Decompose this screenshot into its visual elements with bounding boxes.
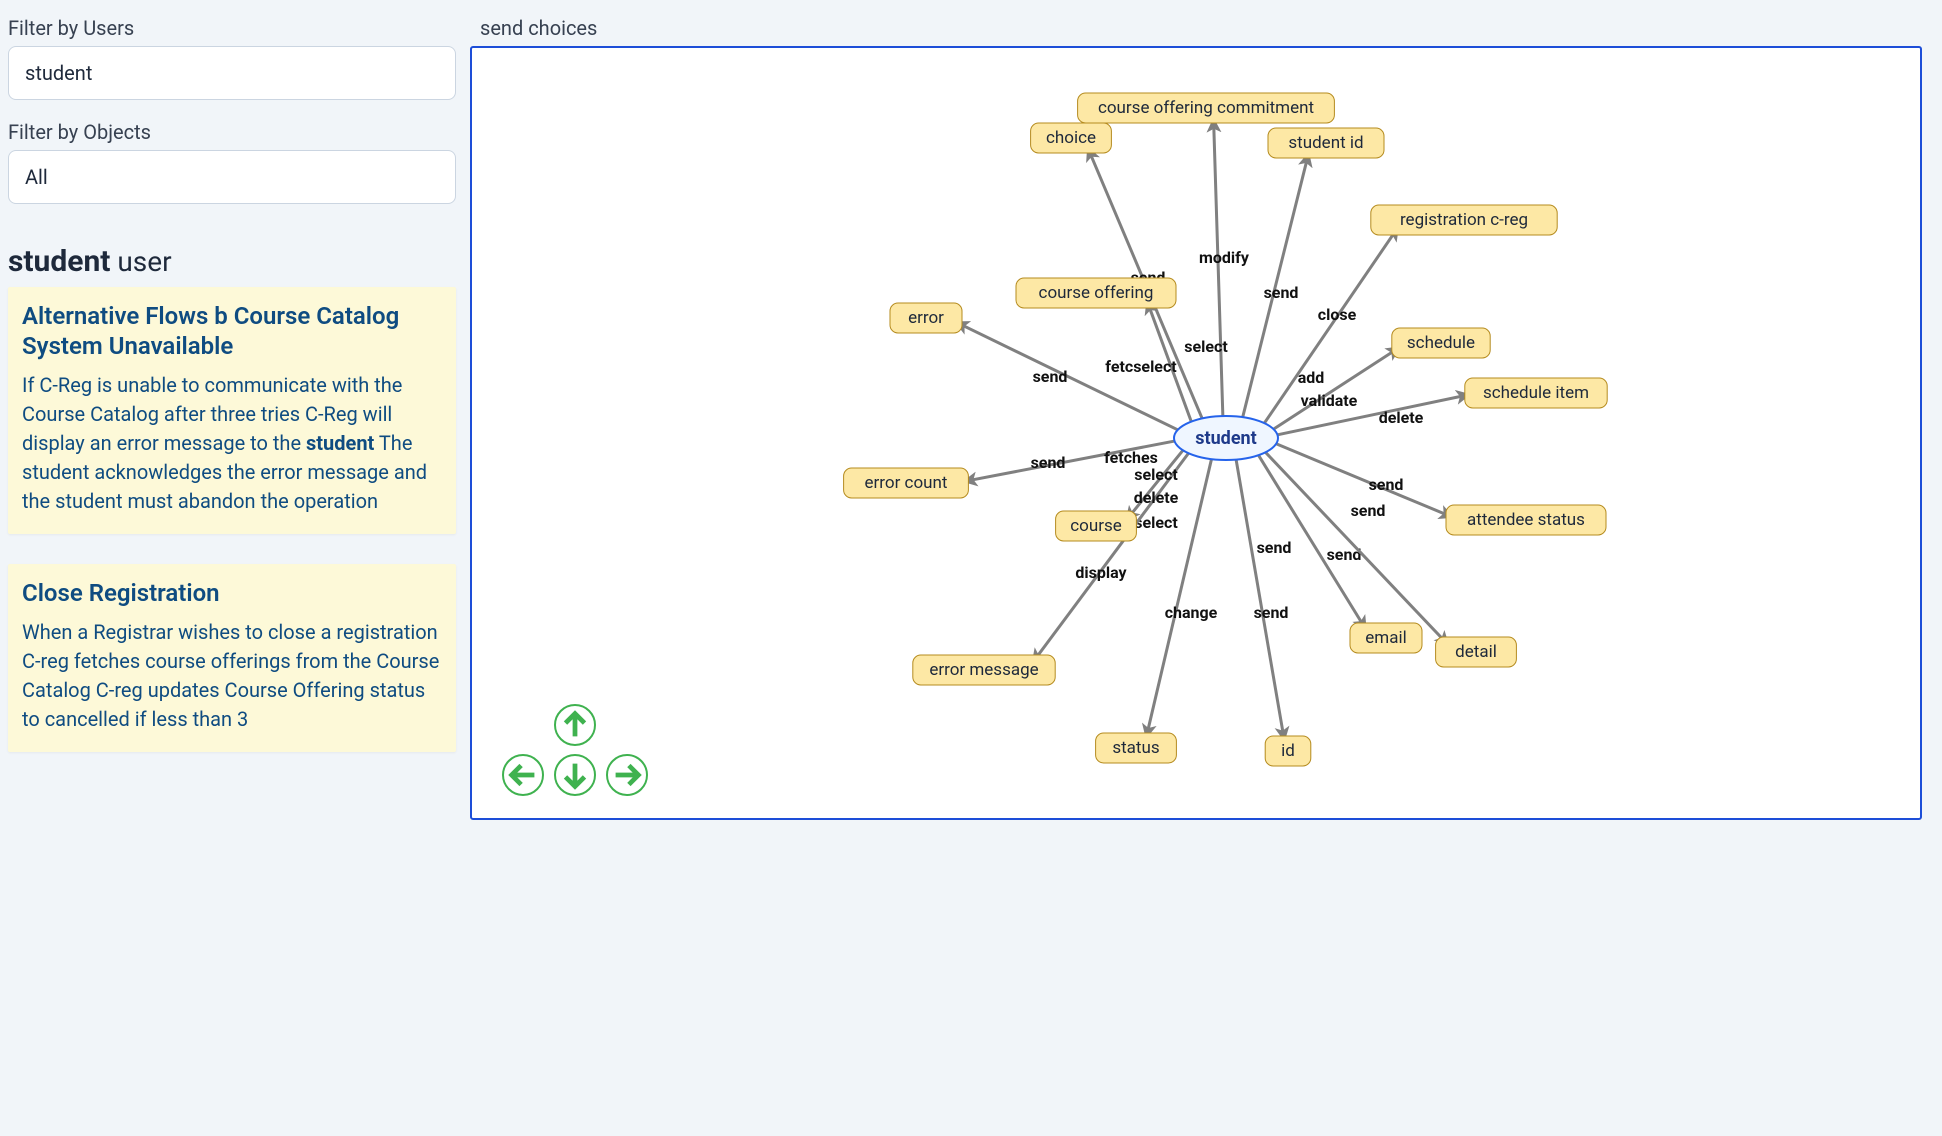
flow-card[interactable]: Alternative Flows b Course Catalog Syste… bbox=[8, 287, 456, 534]
edge-label-extra-3: select bbox=[1134, 465, 1178, 484]
node-label-error: error bbox=[908, 308, 944, 328]
node-error-message[interactable]: error message bbox=[913, 655, 1055, 685]
user-heading-suffix: user bbox=[110, 245, 171, 278]
edge-label-error-message: display bbox=[1075, 563, 1127, 582]
graph-svg[interactable]: send modify send close select send add delete se… bbox=[472, 48, 1920, 818]
node-error[interactable]: error bbox=[890, 303, 962, 333]
nav-down-button[interactable] bbox=[554, 754, 596, 796]
node-center-student[interactable]: student bbox=[1174, 416, 1278, 460]
nav-right-button[interactable] bbox=[606, 754, 648, 796]
flow-card-title: Close Registration bbox=[22, 578, 442, 608]
user-heading: student user bbox=[8, 244, 456, 279]
flow-card-body: When a Registrar wishes to close a regis… bbox=[22, 618, 442, 734]
node-label-course: course bbox=[1070, 516, 1122, 536]
node-label-id: id bbox=[1281, 741, 1295, 761]
user-heading-bold: student bbox=[8, 244, 110, 279]
node-registration-creg[interactable]: registration c-reg bbox=[1371, 205, 1557, 235]
node-label-status: status bbox=[1112, 738, 1159, 758]
node-schedule[interactable]: schedule bbox=[1392, 328, 1490, 358]
filter-users-value: student bbox=[25, 61, 92, 85]
graph-box[interactable]: send modify send close select send add delete se… bbox=[470, 46, 1922, 820]
node-email[interactable]: email bbox=[1350, 623, 1422, 653]
edge-error-message bbox=[1033, 453, 1188, 661]
edge-label-error: send bbox=[1033, 367, 1068, 386]
edge-label-id: send bbox=[1254, 603, 1289, 622]
sidebar: Filter by Users student Filter by Object… bbox=[0, 0, 470, 1136]
node-error-count[interactable]: error count bbox=[844, 468, 969, 498]
edge-label-attendee-status: send bbox=[1369, 475, 1404, 494]
node-course[interactable]: course bbox=[1056, 511, 1137, 541]
edge-label-status: change bbox=[1165, 603, 1218, 622]
filter-objects-value: All bbox=[25, 165, 48, 189]
node-attendee-status[interactable]: attendee status bbox=[1446, 505, 1606, 535]
edge-label-extra-1: validate bbox=[1301, 391, 1358, 410]
edge-label-course-offering-commitment: modify bbox=[1199, 248, 1250, 267]
edge-id bbox=[1236, 460, 1284, 740]
edge-label-extra-5: send bbox=[1257, 538, 1292, 557]
node-label-detail: detail bbox=[1455, 642, 1497, 662]
nav-up-button[interactable] bbox=[554, 704, 596, 746]
node-choice[interactable]: choice bbox=[1031, 123, 1112, 153]
node-label-choice: choice bbox=[1046, 128, 1096, 148]
filter-objects-select[interactable]: All bbox=[8, 150, 456, 204]
node-course-offering-commitment[interactable]: course offering commitment bbox=[1078, 93, 1335, 123]
node-status[interactable]: status bbox=[1096, 733, 1177, 763]
flow-card[interactable]: Close Registration When a Registrar wishe… bbox=[8, 564, 456, 752]
node-label-course-offering-commitment: course offering commitment bbox=[1098, 98, 1314, 118]
edge-label-extra-0: fetcselect bbox=[1105, 357, 1177, 376]
edge-label-registration-creg: close bbox=[1318, 305, 1357, 324]
node-id[interactable]: id bbox=[1265, 736, 1311, 766]
node-schedule-item[interactable]: schedule item bbox=[1465, 378, 1607, 408]
node-detail[interactable]: detail bbox=[1436, 637, 1517, 667]
edge-label-detail: send bbox=[1351, 501, 1386, 520]
edge-label-student-id: send bbox=[1264, 283, 1299, 302]
filter-users-label: Filter by Users bbox=[8, 16, 456, 40]
edge-course-offering-commitment bbox=[1214, 120, 1223, 416]
edge-label-error-count: send bbox=[1031, 453, 1066, 472]
edge-label-schedule: add bbox=[1298, 368, 1325, 387]
node-course-offering[interactable]: course offering bbox=[1016, 278, 1176, 308]
flow-card-body: If C-Reg is unable to communicate with t… bbox=[22, 371, 442, 516]
node-label-schedule: schedule bbox=[1407, 333, 1475, 353]
node-label-student-id: student id bbox=[1288, 133, 1363, 153]
edge-label-schedule-item: delete bbox=[1379, 408, 1424, 427]
node-label-email: email bbox=[1365, 628, 1406, 648]
filter-users-select[interactable]: student bbox=[8, 46, 456, 100]
node-label-schedule-item: schedule item bbox=[1483, 383, 1589, 403]
node-label-registration-creg: registration c-reg bbox=[1400, 210, 1528, 230]
arrow-right-icon bbox=[608, 756, 646, 794]
node-center-label: student bbox=[1195, 428, 1256, 449]
flow-card-title: Alternative Flows b Course Catalog Syste… bbox=[22, 301, 442, 361]
nav-left-button[interactable] bbox=[502, 754, 544, 796]
graph-label: send choices bbox=[480, 16, 1922, 40]
node-label-error-count: error count bbox=[865, 473, 948, 493]
edge-label-extra-4: delete bbox=[1134, 488, 1179, 507]
node-label-course-offering: course offering bbox=[1039, 283, 1154, 303]
edge-label-course-offering: select bbox=[1184, 337, 1228, 356]
filter-objects-label: Filter by Objects bbox=[8, 120, 456, 144]
arrow-left-icon bbox=[504, 756, 542, 794]
arrow-up-icon bbox=[556, 706, 594, 744]
arrow-down-icon bbox=[556, 756, 594, 794]
node-label-error-message: error message bbox=[929, 660, 1038, 680]
node-label-attendee-status: attendee status bbox=[1467, 510, 1585, 530]
main: send choices sendmodifysendcloseselectse… bbox=[470, 0, 1942, 1136]
node-student-id[interactable]: student id bbox=[1268, 128, 1384, 158]
nav-arrows bbox=[502, 704, 648, 796]
